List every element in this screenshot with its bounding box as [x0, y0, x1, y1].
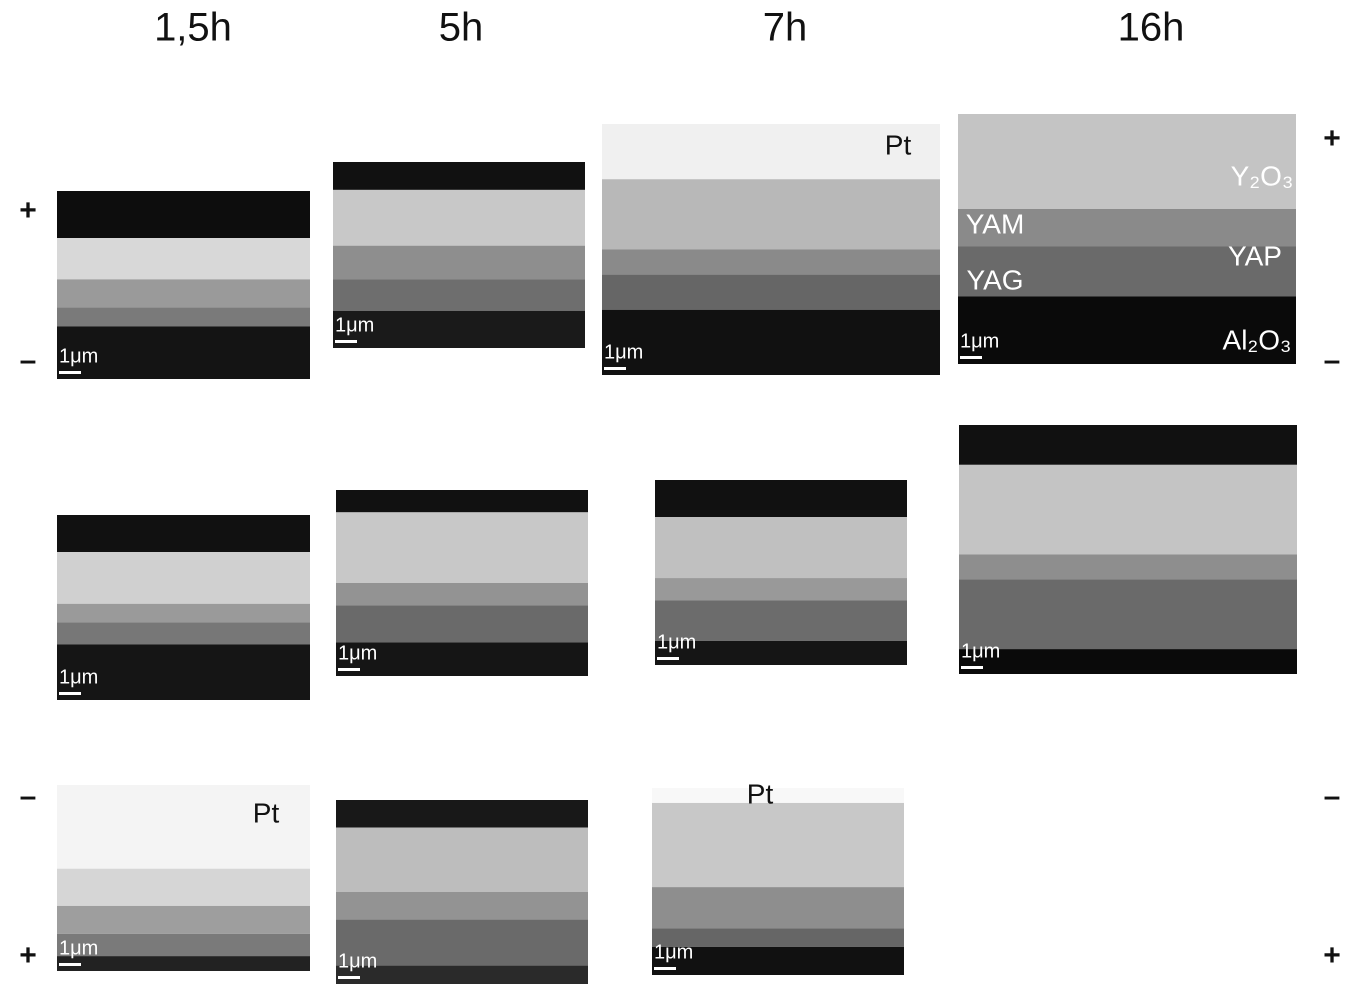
- micrograph-layer: [959, 554, 1297, 579]
- scale-bar-label: 1μm: [338, 642, 377, 664]
- micrograph-layer: [336, 490, 588, 512]
- micrograph-layer: [655, 578, 907, 600]
- layer-label: YAM: [966, 208, 1025, 239]
- micrograph-layer: [959, 579, 1297, 649]
- micrograph-layer: [57, 238, 310, 279]
- micrograph-layer: [602, 275, 940, 310]
- figure: 1,5h 5h 7h 16h + – – + + – – + 1μm 1μm 1μm…: [0, 0, 1345, 984]
- micrograph-layer: [602, 179, 940, 249]
- micrograph-layer: [959, 649, 1297, 674]
- micrograph-layer: [57, 515, 310, 552]
- micrograph-layer: [336, 605, 588, 642]
- micrograph-layer: [57, 552, 310, 604]
- micrograph-layer: [602, 310, 940, 375]
- scale-bar: [657, 657, 679, 660]
- scale-bar-label: 1μm: [59, 937, 98, 959]
- micrograph-layer: [336, 512, 588, 583]
- micrograph-layer: [57, 604, 310, 623]
- column-header: 7h: [763, 6, 808, 50]
- scale-bar-label: 1μm: [657, 631, 696, 653]
- polarity-sign: –: [1324, 344, 1341, 377]
- polarity-sign: +: [1323, 122, 1341, 155]
- layer-label: YAP: [1228, 240, 1282, 271]
- scale-bar-label: 1μm: [654, 941, 693, 963]
- scale-bar-label: 1μm: [338, 950, 377, 972]
- micrograph-layer: [655, 517, 907, 578]
- micrograph-layer: [959, 465, 1297, 555]
- scale-bar: [654, 967, 676, 970]
- column-header: 5h: [439, 6, 484, 50]
- micrograph-layer: [57, 906, 310, 934]
- micrograph-layer: [336, 892, 588, 920]
- polarity-sign: +: [19, 939, 37, 972]
- micrograph-layer: [333, 162, 585, 190]
- scale-bar-label: 1μm: [59, 345, 98, 367]
- scale-bar: [338, 668, 360, 671]
- micrograph-layer: [57, 622, 310, 644]
- layer-label: Al₂O₃: [1223, 324, 1292, 355]
- scale-bar-label: 1μm: [335, 314, 374, 336]
- column-header: 16h: [1118, 6, 1185, 50]
- micrograph-layer: [652, 788, 904, 803]
- micrograph-layer: [333, 279, 585, 311]
- scale-bar: [961, 666, 983, 669]
- micrograph-layer: [333, 246, 585, 279]
- micrograph-layer: [336, 583, 588, 605]
- polarity-sign: –: [1324, 780, 1341, 813]
- scale-bar-label: 1μm: [604, 341, 643, 363]
- micrograph-layer: [57, 191, 310, 238]
- scale-bar: [335, 340, 357, 343]
- scale-bar: [604, 367, 626, 370]
- scale-bar-label: 1μm: [960, 330, 999, 352]
- layer-label: Pt: [253, 797, 280, 828]
- layer-label: Y₂O₃: [1231, 160, 1294, 191]
- micrograph-layer: [57, 279, 310, 307]
- scale-bar: [59, 692, 81, 695]
- micrograph-layer: [333, 190, 585, 246]
- scale-bar: [338, 976, 360, 979]
- layer-label: Pt: [747, 778, 774, 809]
- scale-bar: [59, 371, 81, 374]
- column-header: 1,5h: [154, 6, 232, 50]
- polarity-sign: –: [20, 344, 37, 377]
- polarity-sign: –: [20, 780, 37, 813]
- micrograph-layer: [652, 887, 904, 928]
- micrograph-layer: [336, 800, 588, 828]
- micrograph-layer: [959, 425, 1297, 465]
- micrograph-layer: [57, 308, 310, 327]
- scale-bar-label: 1μm: [961, 640, 1000, 662]
- layer-label: Pt: [885, 129, 912, 160]
- polarity-sign: +: [1323, 939, 1341, 972]
- layer-label: YAG: [966, 264, 1023, 295]
- scale-bar: [59, 963, 81, 966]
- polarity-sign: +: [19, 194, 37, 227]
- micrograph-layer: [655, 480, 907, 517]
- micrograph-layer: [602, 250, 940, 275]
- micrograph-layer: [336, 828, 588, 892]
- scale-bar-label: 1μm: [59, 666, 98, 688]
- scale-bar: [960, 356, 982, 359]
- micrograph-layer: [652, 803, 904, 887]
- micrograph-layer: [57, 869, 310, 906]
